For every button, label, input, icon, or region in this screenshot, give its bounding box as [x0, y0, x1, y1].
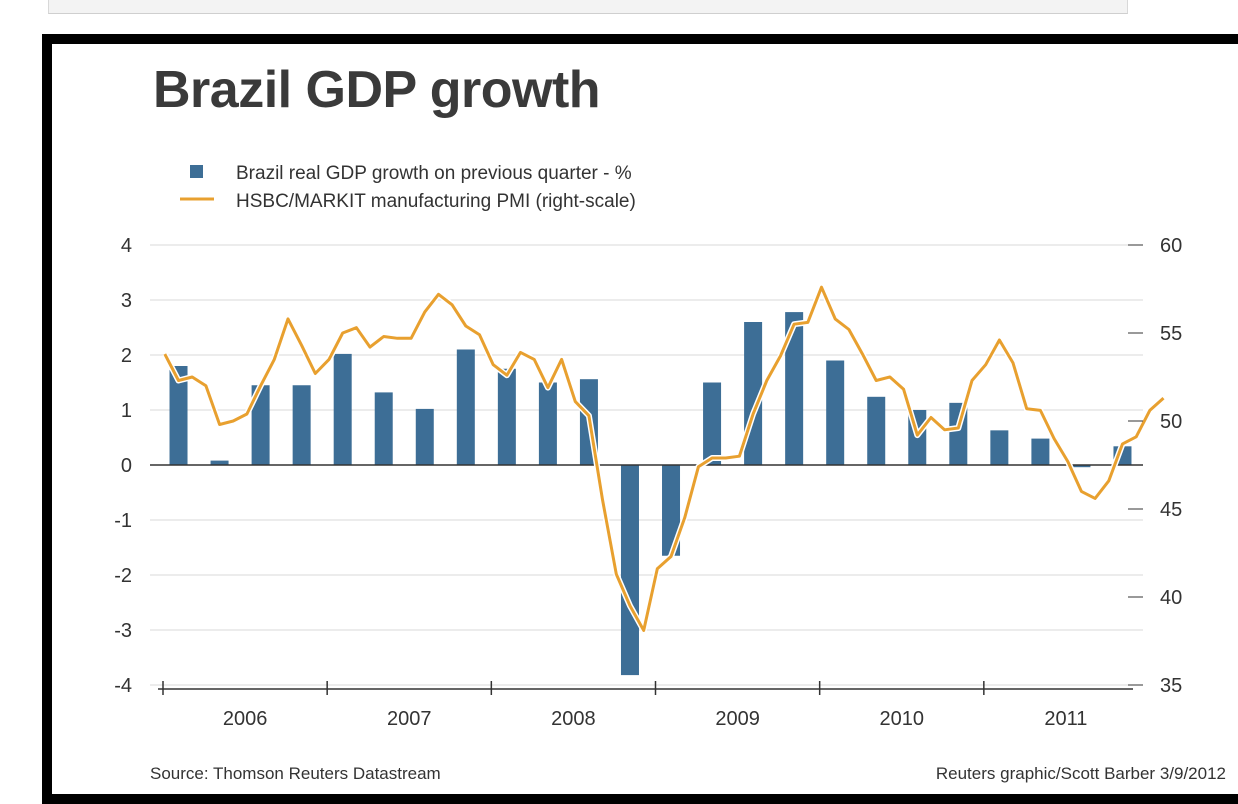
gdp-bar	[292, 385, 311, 465]
x-tick-label: 2006	[223, 708, 268, 730]
x-tick-label: 2009	[715, 708, 760, 730]
chart-plot: Brazil real GDP growth on previous quart…	[114, 163, 1182, 730]
gdp-bar	[210, 460, 229, 465]
gdp-bar	[251, 385, 270, 465]
gdp-bar	[867, 396, 886, 465]
gdp-bar	[785, 312, 804, 465]
credit-note: Reuters graphic/Scott Barber 3/9/2012	[935, 764, 1226, 783]
gdp-bar	[620, 465, 639, 676]
left-tick-label: -1	[114, 510, 132, 532]
left-tick-label: 1	[121, 400, 132, 422]
right-tick-label: 60	[1160, 235, 1182, 257]
pmi-line	[163, 285, 1165, 632]
pmi-line-halo	[162, 284, 1166, 634]
x-tick-label: 2010	[880, 708, 925, 730]
legend: Brazil real GDP growth on previous quart…	[180, 163, 636, 212]
gdp-bar	[703, 382, 722, 465]
gdp-bar	[662, 465, 681, 556]
gdp-bar	[169, 366, 188, 465]
right-tick-label: 40	[1160, 587, 1182, 609]
gdp-bar	[456, 349, 475, 465]
left-tick-label: -3	[114, 620, 132, 642]
grid-lines	[150, 244, 1143, 686]
legend-bar-swatch	[190, 165, 203, 178]
left-tick-label: 2	[121, 345, 132, 367]
gdp-bar	[1072, 465, 1091, 468]
x-tick-label: 2007	[387, 708, 432, 730]
browser-top-strip	[48, 0, 1128, 14]
legend-bar-label: Brazil real GDP growth on previous quart…	[236, 163, 632, 184]
left-tick-label: -2	[114, 565, 132, 587]
right-tick-label: 45	[1160, 499, 1182, 521]
right-tick-label: 50	[1160, 411, 1182, 433]
x-axis: 2006 2007 2008 2009 2010 2011	[158, 681, 1133, 730]
gdp-bar	[538, 382, 557, 465]
left-tick-label: -4	[114, 675, 132, 697]
legend-line-label: HSBC/MARKIT manufacturing PMI (right-sca…	[236, 191, 636, 212]
left-tick-label: 0	[121, 455, 132, 477]
gdp-bar	[415, 408, 434, 465]
gdp-bar	[1031, 438, 1050, 465]
right-tick-label: 55	[1160, 323, 1182, 345]
left-axis-labels: 4 3 2 1 0 -1 -2 -3 -4	[114, 235, 132, 697]
source-note: Source: Thomson Reuters Datastream	[150, 764, 441, 783]
right-tick-label: 35	[1160, 675, 1182, 697]
right-axis-labels: 60 55 50 45 40 35	[1128, 235, 1182, 697]
line-series-group	[162, 284, 1166, 634]
x-tick-label: 2011	[1044, 708, 1087, 730]
gdp-bar	[497, 368, 516, 465]
left-tick-label: 4	[121, 235, 132, 257]
gdp-bar	[333, 353, 352, 465]
chart-title: Brazil GDP growth	[153, 61, 601, 119]
gdp-bar	[826, 360, 845, 465]
bar-series	[169, 312, 1132, 676]
gdp-bar	[990, 430, 1009, 465]
gdp-bar	[374, 392, 393, 465]
left-tick-label: 3	[121, 290, 132, 312]
x-tick-label: 2008	[551, 708, 596, 730]
